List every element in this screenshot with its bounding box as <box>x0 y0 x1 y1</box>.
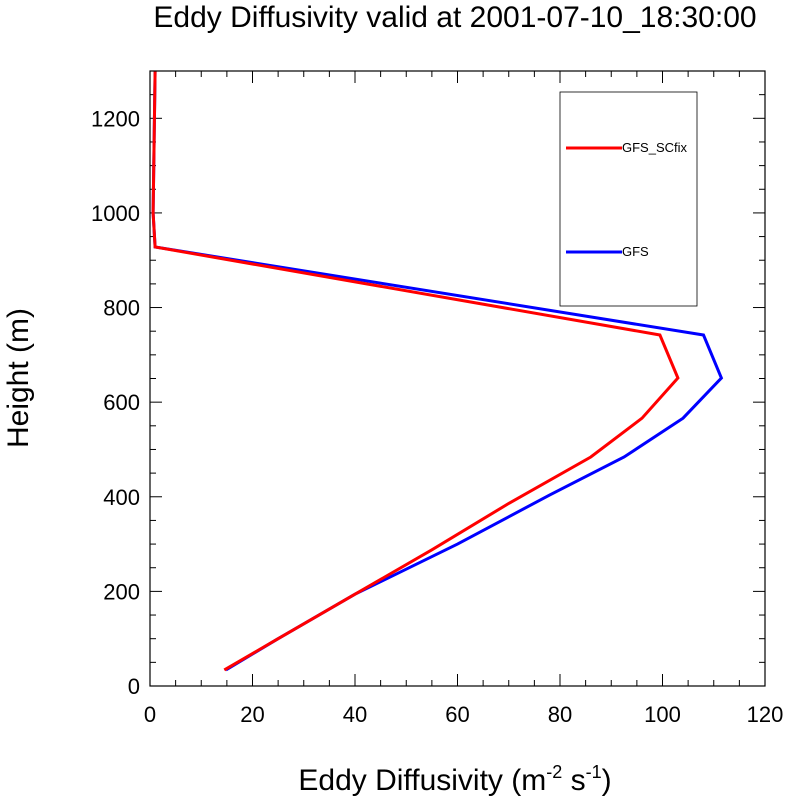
x-tick-label: 120 <box>747 702 784 727</box>
x-tick-label: 40 <box>343 702 367 727</box>
x-axis-label-sup2: -1 <box>586 762 602 782</box>
y-tick-label: 600 <box>103 390 140 415</box>
x-axis-label-sup1: -2 <box>546 762 562 782</box>
y-tick-label: 200 <box>103 579 140 604</box>
series-line-gfs-scfix <box>151 70 680 672</box>
chart-title: Eddy Diffusivity valid at 2001-07-10_18:… <box>153 1 756 34</box>
x-tick-label: 80 <box>548 702 572 727</box>
legend-label-gfs: GFS <box>622 244 649 259</box>
x-tick-label: 0 <box>144 702 156 727</box>
legend-box <box>559 91 698 307</box>
y-axis-label: Height (m) <box>2 308 35 448</box>
legend: GFS_SCfix GFS <box>559 91 698 307</box>
x-tick-label: 100 <box>644 702 681 727</box>
series-layer <box>151 70 724 672</box>
x-axis-label-end: ) <box>602 764 612 797</box>
y-tick-labels: 0 200 400 600 800 1000 1200 <box>91 106 140 699</box>
plot-frame <box>149 70 766 687</box>
y-tick-label: 400 <box>103 485 140 510</box>
x-axis-label-main: Eddy Diffusivity (m <box>298 764 546 797</box>
y-tick-label: 0 <box>128 674 140 699</box>
x-tick-labels: 0 20 40 60 80 100 120 <box>144 702 783 727</box>
x-axis-label: Eddy Diffusivity (m-2 s-1) <box>298 762 611 797</box>
y-tick-label: 1200 <box>91 106 140 131</box>
legend-label-gfs-scfix: GFS_SCfix <box>622 140 688 155</box>
y-tick-label: 1000 <box>91 201 140 226</box>
y-tick-label: 800 <box>103 296 140 321</box>
x-tick-label: 20 <box>240 702 264 727</box>
x-tick-label: 60 <box>445 702 469 727</box>
x-axis-label-mid: s <box>562 764 585 797</box>
